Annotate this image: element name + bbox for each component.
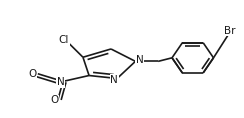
Text: N: N [57,77,64,87]
Text: Cl: Cl [59,35,69,45]
Text: O: O [28,69,36,79]
Text: N: N [136,55,143,65]
Text: N: N [110,75,118,85]
Text: Br: Br [224,26,235,36]
Text: O: O [50,95,58,105]
